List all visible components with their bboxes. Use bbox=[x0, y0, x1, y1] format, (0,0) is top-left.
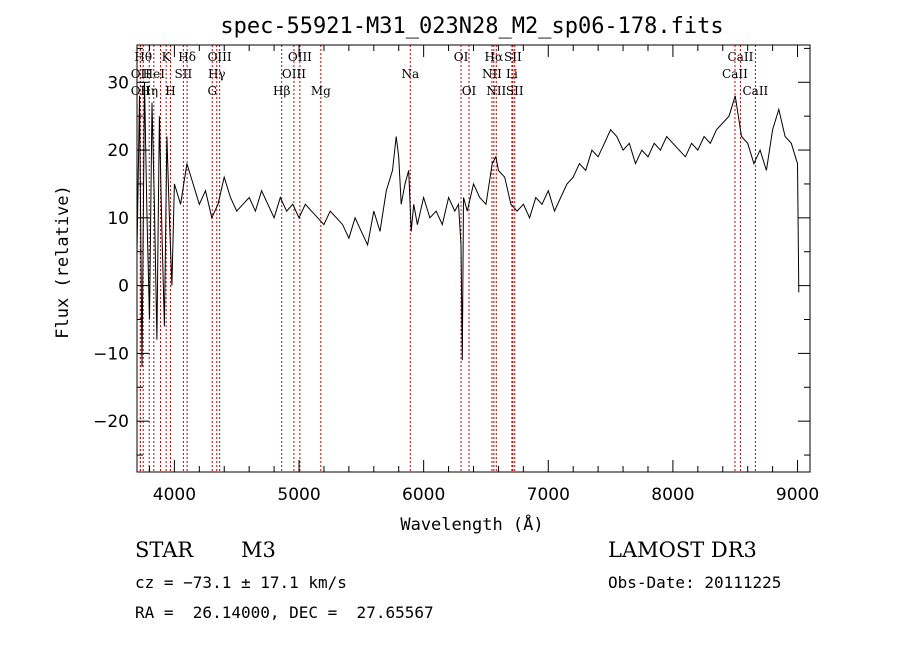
x-tick-label: 4000 bbox=[153, 485, 196, 505]
survey-name: LAMOST DR3 bbox=[608, 538, 757, 562]
axis-ticks: 4000 5000 6000 7000 8000 9000 −20 −10 0 10 20 30 bbox=[93, 45, 819, 505]
y-tick-label: 30 bbox=[107, 73, 129, 93]
y-tick-label: 0 bbox=[118, 277, 129, 297]
line-label: Hθ bbox=[134, 50, 152, 64]
x-tick-label: 7000 bbox=[527, 485, 570, 505]
line-label: CaII bbox=[728, 50, 754, 64]
line-label: OIII bbox=[288, 50, 312, 64]
line-label: OII bbox=[131, 84, 151, 98]
ra-dec: RA = 26.14000, DEC = 27.65567 bbox=[135, 603, 434, 622]
line-label: Mg bbox=[311, 84, 331, 98]
line-label: SII bbox=[175, 67, 193, 81]
line-label: Hγ bbox=[208, 67, 226, 81]
line-label: NII bbox=[486, 84, 506, 98]
line-label: CaII bbox=[742, 84, 768, 98]
line-label: SII bbox=[506, 84, 524, 98]
spectrum-chart: spec-55921-M31_023N28_M2_sp06-178.fits 4… bbox=[53, 14, 819, 535]
line-label: OIII bbox=[208, 50, 232, 64]
obs-date: Obs-Date: 20111225 bbox=[608, 573, 782, 592]
line-markers bbox=[139, 45, 756, 472]
line-label: Hδ bbox=[178, 50, 196, 64]
line-label: K bbox=[162, 50, 172, 64]
line-label: Li bbox=[506, 67, 518, 81]
x-tick-label: 5000 bbox=[277, 485, 320, 505]
y-tick-label: 10 bbox=[107, 209, 129, 229]
line-label: H bbox=[165, 84, 175, 98]
y-tick-label: −20 bbox=[93, 412, 129, 432]
object-subclass: M3 bbox=[241, 538, 276, 562]
plot-frame bbox=[136, 44, 811, 473]
y-axis-label: Flux (relative) bbox=[53, 185, 73, 339]
x-tick-label: 6000 bbox=[402, 485, 445, 505]
x-axis-label: Wavelength (Å) bbox=[400, 513, 543, 535]
line-label: OII bbox=[131, 67, 151, 81]
object-class: STAR bbox=[135, 538, 194, 562]
redshift-cz: cz = −73.1 ± 17.1 km/s bbox=[135, 573, 347, 592]
y-tick-label: 20 bbox=[107, 141, 129, 161]
line-label: G bbox=[207, 84, 217, 98]
line-label: SII bbox=[504, 50, 522, 64]
x-tick-label: 8000 bbox=[651, 485, 694, 505]
line-labels: HθOIIOIIHηHeIKHSIIHδGHγOIIIHβOIIIOIIIMgN… bbox=[131, 50, 769, 98]
line-label: Hα bbox=[485, 50, 504, 64]
line-label: Hβ bbox=[273, 84, 290, 98]
line-label: CaII bbox=[722, 67, 748, 81]
line-label: OI bbox=[462, 84, 477, 98]
spectrum-line bbox=[136, 82, 800, 367]
x-tick-label: 9000 bbox=[776, 485, 819, 505]
y-tick-label: −10 bbox=[93, 344, 129, 364]
line-label: NII bbox=[482, 67, 502, 81]
line-label: Hη bbox=[140, 84, 158, 98]
line-label: OIII bbox=[282, 67, 306, 81]
line-label: OI bbox=[454, 50, 469, 64]
line-label: Na bbox=[401, 67, 419, 81]
line-label: HeI bbox=[143, 67, 166, 81]
chart-title: spec-55921-M31_023N28_M2_sp06-178.fits bbox=[220, 14, 723, 39]
